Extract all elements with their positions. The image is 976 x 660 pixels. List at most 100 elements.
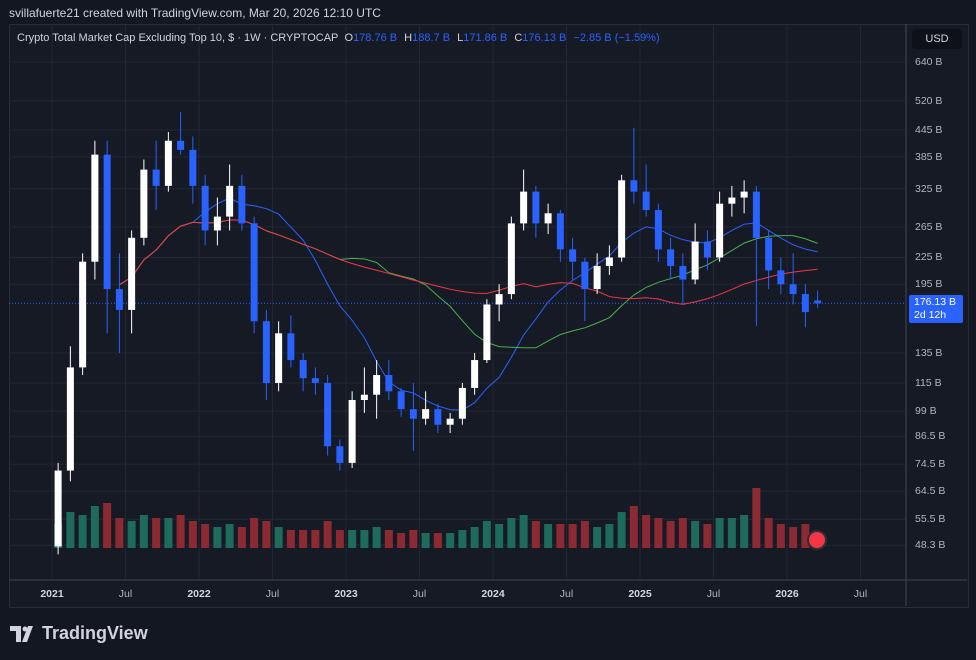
volume-bar xyxy=(103,503,112,548)
time-tick-label: 2023 xyxy=(334,588,358,600)
volume-bar xyxy=(691,521,700,548)
volume-bar xyxy=(666,521,675,548)
candle-body xyxy=(189,149,197,186)
candle-body xyxy=(177,140,185,150)
bar-countdown: 2d 12h xyxy=(914,309,947,321)
volume-bar xyxy=(789,527,798,548)
volume-bar xyxy=(176,515,185,548)
candle-body xyxy=(679,265,687,280)
price-tick-label: 225 B xyxy=(915,251,943,264)
volume-bar xyxy=(507,518,516,548)
volume-bar xyxy=(250,518,259,548)
candle-body xyxy=(801,294,809,313)
volume-bar xyxy=(164,518,173,548)
time-tick-label: Jul xyxy=(559,588,574,600)
volume-bar xyxy=(409,530,418,548)
time-tick-label: Jul xyxy=(412,588,427,600)
candle-body xyxy=(569,249,577,262)
volume-bar xyxy=(360,530,369,548)
candle-body xyxy=(544,213,552,224)
volume-bar xyxy=(323,521,332,548)
candle-body xyxy=(275,333,283,383)
price-tick-label: 385 B xyxy=(915,151,943,164)
price-tick-label: 86.5 B xyxy=(915,430,946,443)
high-label: H xyxy=(404,32,413,44)
candle-body xyxy=(618,180,626,258)
time-tick-label: Jul xyxy=(118,588,133,600)
candle-body xyxy=(299,360,307,379)
tradingview-logo[interactable]: TradingView xyxy=(10,623,148,644)
price-tick-label: 325 B xyxy=(915,182,943,195)
candle-body xyxy=(740,191,748,198)
candle-body xyxy=(495,294,503,305)
volume-bar xyxy=(556,524,565,548)
candle-body xyxy=(691,241,699,280)
volume-bar xyxy=(740,515,749,548)
candle-body xyxy=(91,154,99,262)
volume-bar xyxy=(703,524,712,548)
candle-body xyxy=(789,284,797,295)
candle-body xyxy=(765,237,773,271)
candle-body xyxy=(716,203,724,258)
volume-bar xyxy=(776,524,785,548)
volume-bar xyxy=(580,521,589,548)
price-tick-label: 265 B xyxy=(915,220,943,233)
candle-body xyxy=(115,289,123,310)
candle-body xyxy=(777,270,785,285)
change-value: −2.85 B (−1.59%) xyxy=(573,32,660,44)
symbol-legend: Crypto Total Market Cap Excluding Top 10… xyxy=(17,32,664,44)
candle-body xyxy=(152,169,160,186)
volume-bar xyxy=(715,518,724,548)
price-chart[interactable] xyxy=(9,24,967,606)
volume-bar xyxy=(152,518,161,548)
volume-bar xyxy=(348,530,357,548)
candle-body xyxy=(324,382,332,447)
candle-body xyxy=(103,154,111,290)
volume-bar xyxy=(421,533,430,548)
volume-bar xyxy=(213,527,222,548)
volume-bar xyxy=(311,530,320,548)
us-flag-event-icon[interactable] xyxy=(807,530,827,550)
volume-bar xyxy=(617,512,626,548)
candle-body xyxy=(226,185,234,217)
volume-bar xyxy=(127,521,136,548)
low-label: L xyxy=(457,32,464,44)
candle-body xyxy=(140,169,148,238)
volume-bar xyxy=(470,527,479,548)
candle-body xyxy=(654,210,662,250)
candle-body xyxy=(814,300,822,304)
candle-body xyxy=(397,391,405,410)
candle-body xyxy=(483,304,491,361)
volume-bar xyxy=(115,518,124,548)
time-tick-label: Jul xyxy=(853,588,868,600)
price-tick-label: 135 B xyxy=(915,347,943,359)
volume-bar xyxy=(593,527,602,548)
candle-body xyxy=(66,367,74,471)
volume-bar xyxy=(225,524,234,548)
price-tick-label: 64.5 B xyxy=(915,485,946,498)
price-tick-label: 115 B xyxy=(915,376,942,389)
close-label: C xyxy=(514,32,523,44)
candle-body xyxy=(471,360,479,388)
volume-bar xyxy=(139,515,148,548)
currency-button[interactable]: USD xyxy=(912,29,962,49)
time-tick-label: 2025 xyxy=(628,588,652,600)
candle-body xyxy=(703,241,711,258)
candle-body xyxy=(446,418,454,425)
candle-body xyxy=(238,185,246,224)
candle-body xyxy=(556,213,564,250)
price-tick-label: 445 B xyxy=(915,123,943,136)
volume-bar xyxy=(458,530,467,548)
volume-bar xyxy=(605,524,614,548)
volume-bar xyxy=(482,521,491,548)
volume-bar xyxy=(66,512,75,548)
time-tick-label: 2022 xyxy=(187,588,211,600)
high-value: 188.7 B xyxy=(412,32,451,44)
volume-bar xyxy=(568,524,577,548)
time-tick-label: Jul xyxy=(706,588,721,600)
candle-body xyxy=(520,191,528,224)
time-tick-label: 2021 xyxy=(40,588,64,600)
volume-bar xyxy=(433,533,442,548)
candle-body xyxy=(630,180,638,192)
volume-bar xyxy=(654,518,663,548)
